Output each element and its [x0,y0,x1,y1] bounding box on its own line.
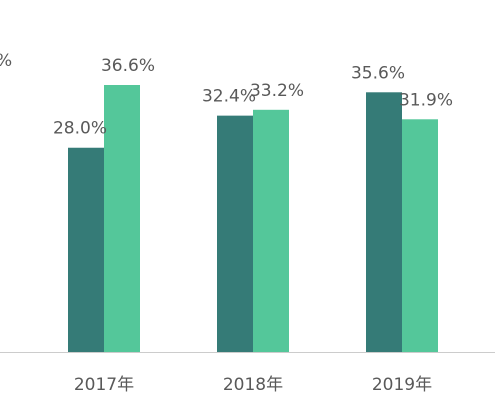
bar-series1-2 [217,115,253,352]
bar-series1-3 [366,92,402,353]
bar-series1-1 [68,147,104,352]
data-label-series2-3: 31.9% [399,90,453,110]
data-label-series1-1: 28.0% [53,119,107,139]
data-label-series2-2: 33.2% [250,81,304,101]
bar-series2-1 [104,85,140,352]
bar-series2-2 [253,109,289,352]
bars-layer [68,85,438,353]
data-label-series1-2: 32.4% [202,87,256,107]
x-tick-label-3: 2019年 [372,375,432,395]
x-tick-label-1: 2017年 [74,375,134,395]
data-label-series1-3: 35.6% [351,63,405,83]
cropped-edge-label: % [0,51,12,71]
x-tick-labels-layer: 2017年 2018年 2019年 [74,375,432,395]
bar-series2-3 [402,119,438,352]
data-label-series2-1: 36.6% [101,56,155,76]
x-tick-label-2: 2018年 [223,375,283,395]
data-labels-layer: 28.0% 36.6% 32.4%33.2% 35.6% 31.9% [53,56,453,139]
